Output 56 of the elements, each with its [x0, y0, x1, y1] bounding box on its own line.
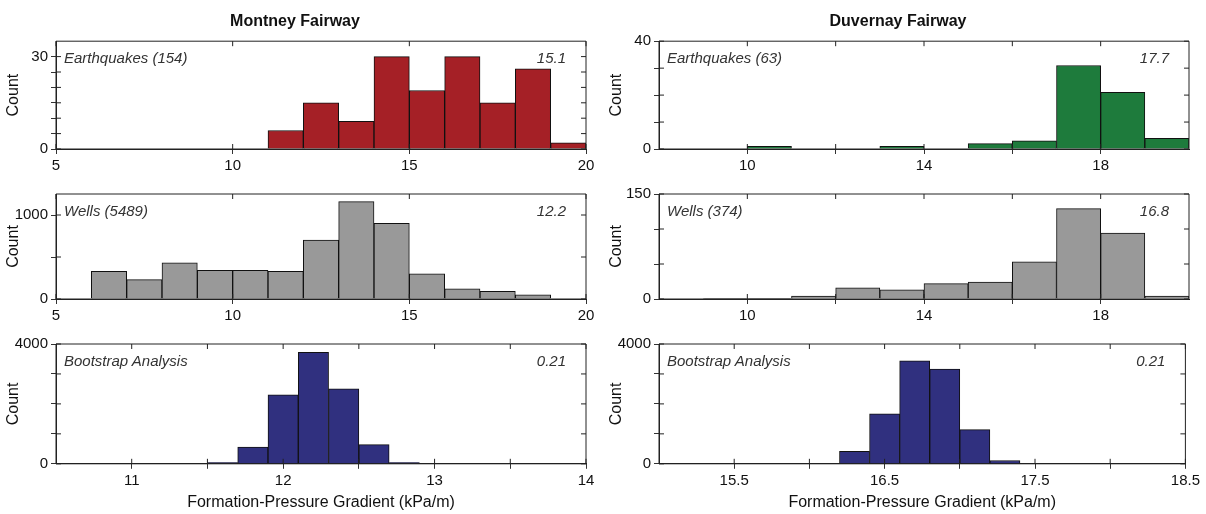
x-tick-label: 20	[577, 306, 595, 324]
x-tick-label: 18	[1092, 156, 1110, 174]
x-tick-label: 17.5	[1020, 470, 1050, 488]
x-tick-label: 10	[224, 306, 242, 324]
x-tick-label: 12	[274, 470, 292, 488]
y-tick-label: 0	[39, 289, 48, 307]
x-tick-label: 14	[915, 306, 933, 324]
y-tick-label: 0	[39, 139, 48, 157]
y-tick-label: 0	[642, 139, 651, 157]
annotation: 12.2	[536, 201, 567, 219]
annotation: 15.1	[536, 48, 566, 66]
x-axis-title: Formation-Pressure Gradient (kPa/m)	[788, 492, 1057, 510]
x-tick-label: 13	[426, 470, 443, 488]
x-tick-label: 15	[400, 156, 418, 174]
annotation: Earthquakes (63)	[667, 48, 783, 66]
annotation: Wells (374)	[667, 201, 743, 219]
y-axis-title: Count	[4, 382, 22, 426]
y-tick-label: 0	[642, 289, 651, 307]
y-tick-label: 4000	[617, 334, 651, 352]
annotation: 0.21	[536, 351, 566, 369]
x-tick-label: 11	[123, 470, 140, 488]
x-tick-label: 15	[400, 306, 418, 324]
x-tick-label: 20	[577, 156, 595, 174]
y-tick-label: 150	[625, 184, 651, 202]
y-axis-title: Count	[607, 224, 625, 268]
y-axis-title: Count	[607, 73, 625, 117]
x-tick-label: 5	[51, 156, 61, 174]
x-tick-label: 10	[224, 156, 242, 174]
annotation: Bootstrap Analysis	[667, 351, 792, 369]
y-tick-label: 0	[39, 453, 48, 471]
y-tick-label: 30	[31, 46, 48, 64]
x-tick-label: 14	[577, 470, 595, 488]
annotation: 16.8	[1139, 201, 1170, 219]
x-tick-label: 15.5	[719, 470, 749, 488]
chart-title: Montney Fairway	[230, 12, 360, 30]
y-tick-label: 4000	[14, 334, 48, 352]
annotation: 17.7	[1139, 48, 1170, 66]
annotation: Wells (5489)	[64, 201, 148, 219]
x-tick-label: 5	[51, 306, 61, 324]
x-tick-label: 10	[738, 306, 756, 324]
y-axis-title: Count	[4, 73, 22, 117]
y-axis-title: Count	[607, 382, 625, 426]
y-axis-title: Count	[4, 224, 22, 268]
chart-title: Duvernay Fairway	[829, 12, 967, 30]
annotation: Earthquakes (154)	[64, 48, 188, 66]
annotation: 0.21	[1136, 351, 1166, 369]
x-tick-label: 18.5	[1170, 470, 1200, 488]
y-tick-label: 40	[634, 31, 651, 49]
annotation: Bootstrap Analysis	[64, 351, 189, 369]
x-tick-label: 14	[915, 156, 933, 174]
x-tick-label: 16.5	[870, 470, 900, 488]
x-axis-title: Formation-Pressure Gradient (kPa/m)	[187, 492, 455, 510]
y-tick-label: 0	[642, 453, 651, 471]
x-tick-label: 10	[738, 156, 756, 174]
x-tick-label: 18	[1092, 306, 1110, 324]
y-tick-label: 1000	[14, 205, 48, 223]
